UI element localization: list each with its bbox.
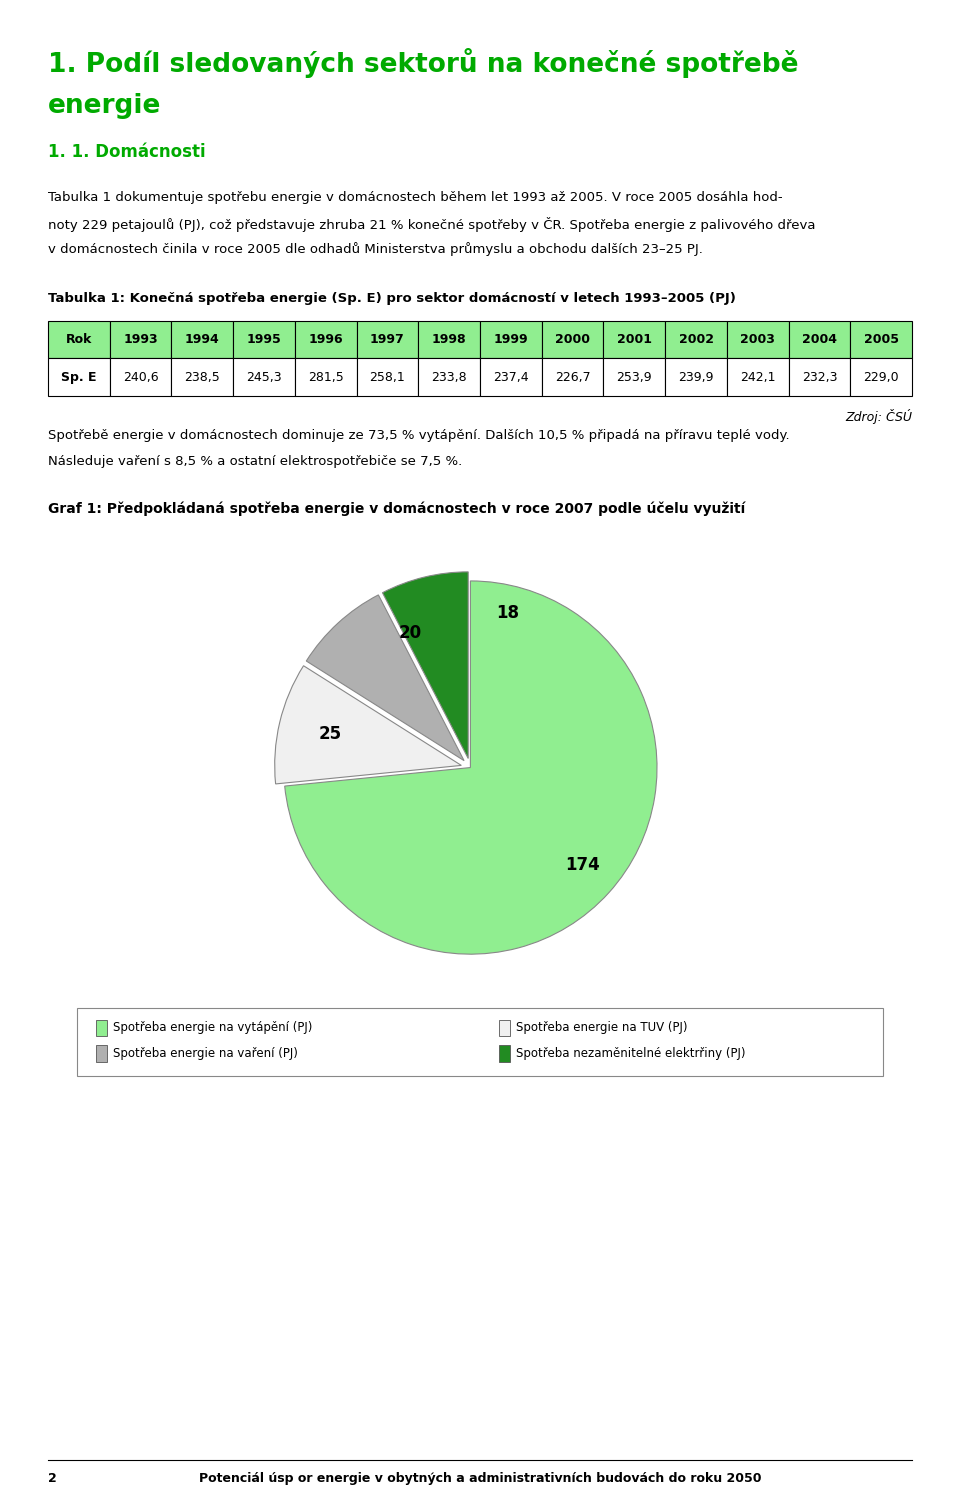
FancyBboxPatch shape — [96, 1020, 107, 1035]
Text: 239,9: 239,9 — [679, 370, 713, 384]
FancyBboxPatch shape — [356, 358, 419, 396]
Text: Tabulka 1: Konečná spotřeba energie (Sp. E) pro sektor domácností v letech 1993–: Tabulka 1: Konečná spotřeba energie (Sp.… — [48, 292, 736, 306]
FancyBboxPatch shape — [727, 358, 788, 396]
Text: Sp. E: Sp. E — [61, 370, 97, 384]
Text: 232,3: 232,3 — [802, 370, 837, 384]
Text: 25: 25 — [319, 725, 342, 743]
Text: 1. 1. Domácnosti: 1. 1. Domácnosti — [48, 143, 205, 161]
FancyBboxPatch shape — [109, 321, 172, 358]
Wedge shape — [275, 665, 462, 784]
FancyBboxPatch shape — [233, 321, 295, 358]
Text: 1998: 1998 — [432, 333, 467, 346]
FancyBboxPatch shape — [172, 321, 233, 358]
Text: 1993: 1993 — [123, 333, 157, 346]
Text: 238,5: 238,5 — [184, 370, 220, 384]
FancyBboxPatch shape — [788, 358, 851, 396]
FancyBboxPatch shape — [295, 358, 356, 396]
FancyBboxPatch shape — [665, 321, 727, 358]
FancyBboxPatch shape — [48, 358, 109, 396]
Text: 226,7: 226,7 — [555, 370, 590, 384]
FancyBboxPatch shape — [541, 358, 604, 396]
Text: 233,8: 233,8 — [431, 370, 467, 384]
Text: 174: 174 — [565, 855, 600, 873]
Text: 1995: 1995 — [247, 333, 281, 346]
Text: 237,4: 237,4 — [493, 370, 529, 384]
FancyBboxPatch shape — [480, 321, 541, 358]
Text: 2000: 2000 — [555, 333, 590, 346]
FancyBboxPatch shape — [419, 358, 480, 396]
Text: Spotřeba energie na vytápění (PJ): Spotřeba energie na vytápění (PJ) — [113, 1022, 313, 1034]
Text: 1. Podíl sledovaných sektorů na konečné spotřebě: 1. Podíl sledovaných sektorů na konečné … — [48, 48, 799, 78]
Text: energie: energie — [48, 93, 161, 119]
Text: 240,6: 240,6 — [123, 370, 158, 384]
Text: Spotřeba energie na vaření (PJ): Spotřeba energie na vaření (PJ) — [113, 1047, 299, 1060]
FancyBboxPatch shape — [109, 358, 172, 396]
FancyBboxPatch shape — [233, 358, 295, 396]
Text: 2004: 2004 — [802, 333, 837, 346]
FancyBboxPatch shape — [172, 358, 233, 396]
Text: 1994: 1994 — [185, 333, 220, 346]
Text: 20: 20 — [399, 625, 422, 643]
Text: 258,1: 258,1 — [370, 370, 405, 384]
Text: 1999: 1999 — [493, 333, 528, 346]
Text: Rok: Rok — [65, 333, 92, 346]
Text: Zdroj: ČSÚ: Zdroj: ČSÚ — [845, 409, 912, 424]
FancyBboxPatch shape — [604, 321, 665, 358]
FancyBboxPatch shape — [499, 1020, 510, 1035]
FancyBboxPatch shape — [665, 358, 727, 396]
FancyBboxPatch shape — [541, 321, 604, 358]
Text: Potenciál úsp or energie v obytných a administrativních budovách do roku 2050: Potenciál úsp or energie v obytných a ad… — [199, 1472, 761, 1485]
Text: Spotřeba energie na TUV (PJ): Spotřeba energie na TUV (PJ) — [516, 1022, 688, 1034]
Text: Tabulka 1 dokumentuje spotřebu energie v domácnostech během let 1993 až 2005. V : Tabulka 1 dokumentuje spotřebu energie v… — [48, 191, 782, 205]
Text: 18: 18 — [496, 604, 519, 622]
Text: 242,1: 242,1 — [740, 370, 776, 384]
Text: 2001: 2001 — [616, 333, 652, 346]
Text: 1996: 1996 — [308, 333, 343, 346]
FancyBboxPatch shape — [851, 321, 912, 358]
FancyBboxPatch shape — [788, 321, 851, 358]
Text: 2003: 2003 — [740, 333, 775, 346]
Text: v domácnostech činila v roce 2005 dle odhadů Ministerstva průmyslu a obchodu dal: v domácnostech činila v roce 2005 dle od… — [48, 242, 703, 256]
FancyBboxPatch shape — [604, 358, 665, 396]
Text: 1997: 1997 — [370, 333, 405, 346]
Text: Graf 1: Předpokládaná spotřeba energie v domácnostech v roce 2007 podle účelu vy: Graf 1: Předpokládaná spotřeba energie v… — [48, 501, 745, 516]
Text: 2: 2 — [48, 1472, 57, 1485]
FancyBboxPatch shape — [851, 358, 912, 396]
Wedge shape — [382, 572, 468, 759]
FancyBboxPatch shape — [77, 1008, 883, 1076]
FancyBboxPatch shape — [356, 321, 419, 358]
Text: 2005: 2005 — [864, 333, 899, 346]
FancyBboxPatch shape — [295, 321, 356, 358]
Wedge shape — [285, 581, 657, 954]
Text: 281,5: 281,5 — [308, 370, 344, 384]
Text: noty 229 petajoulů (PJ), což představuje zhruba 21 % konečné spotřeby v ČR. Spot: noty 229 petajoulů (PJ), což představuje… — [48, 217, 815, 232]
FancyBboxPatch shape — [727, 321, 788, 358]
Text: 229,0: 229,0 — [863, 370, 899, 384]
Text: Následuje vaření s 8,5 % a ostatní elektrospotřebiče se 7,5 %.: Následuje vaření s 8,5 % a ostatní elekt… — [48, 455, 463, 468]
Text: 253,9: 253,9 — [616, 370, 652, 384]
FancyBboxPatch shape — [48, 321, 109, 358]
Text: Spotřebě energie v domácnostech dominuje ze 73,5 % vytápění. Dalších 10,5 % přip: Spotřebě energie v domácnostech dominuje… — [48, 429, 790, 442]
FancyBboxPatch shape — [480, 358, 541, 396]
FancyBboxPatch shape — [419, 321, 480, 358]
FancyBboxPatch shape — [499, 1044, 510, 1061]
Text: 245,3: 245,3 — [246, 370, 282, 384]
Text: Spotřeba nezaměnitelné elektrřiny (PJ): Spotřeba nezaměnitelné elektrřiny (PJ) — [516, 1047, 746, 1060]
Text: 2002: 2002 — [679, 333, 713, 346]
FancyBboxPatch shape — [96, 1044, 107, 1061]
Wedge shape — [306, 594, 464, 760]
